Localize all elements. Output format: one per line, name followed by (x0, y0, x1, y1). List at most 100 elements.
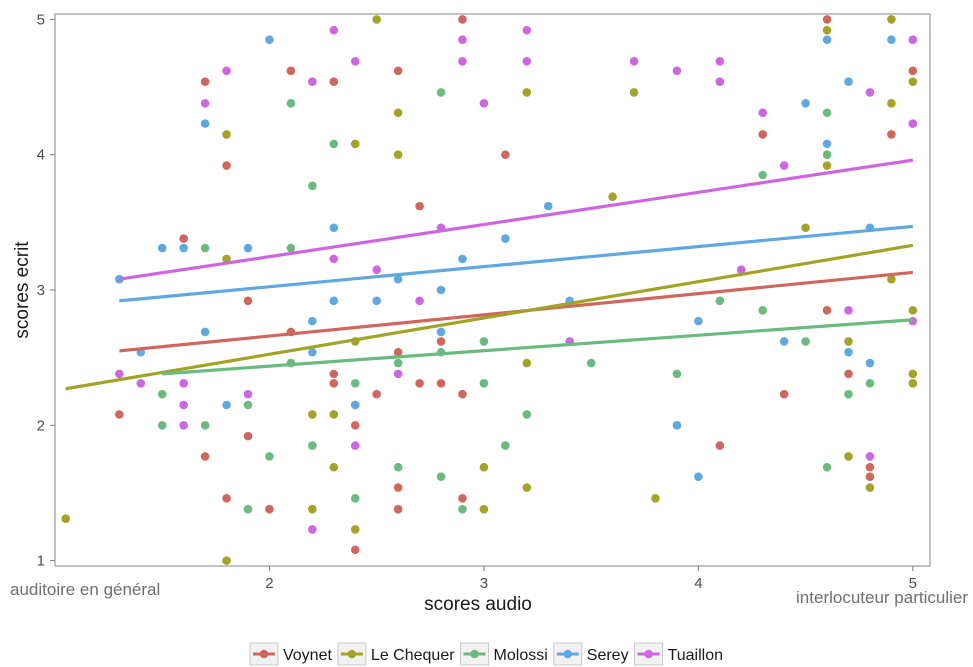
point-tuaillon (908, 35, 918, 45)
legend-item-molossi: Molossi (460, 642, 548, 666)
point-voynet (436, 337, 446, 346)
point-voynet (393, 66, 403, 76)
point-serey (694, 472, 703, 482)
point-voynet (115, 410, 124, 419)
x-tick-label: 5 (909, 575, 917, 592)
point-serey (372, 296, 381, 306)
point-molossi (243, 504, 253, 514)
point-le-chequer (844, 337, 853, 346)
fit-line-serey (119, 224, 913, 303)
point-le-chequer (393, 108, 403, 118)
point-serey (157, 243, 167, 253)
point-le-chequer (865, 483, 875, 492)
legend-item-serey: Serey (553, 642, 629, 666)
point-tuaillon (715, 57, 725, 66)
point-serey (200, 327, 210, 337)
point-tuaillon (458, 57, 467, 66)
point-tuaillon (672, 66, 682, 76)
point-serey (672, 420, 682, 430)
point-tuaillon (308, 77, 317, 86)
point-molossi (200, 243, 210, 253)
point-tuaillon (865, 88, 875, 97)
point-tuaillon (908, 119, 918, 128)
point-le-chequer (222, 130, 231, 139)
point-tuaillon (179, 379, 188, 388)
point-serey (458, 254, 467, 264)
y-tick-label: 3 (37, 282, 45, 299)
point-le-chequer (372, 15, 381, 24)
point-voynet (393, 483, 403, 492)
point-tuaillon (329, 254, 339, 264)
annotation-left: auditoire en général (10, 580, 160, 599)
point-le-chequer (908, 77, 918, 86)
point-molossi (286, 98, 296, 108)
point-serey (887, 35, 896, 45)
point-serey (179, 243, 188, 253)
point-tuaillon (329, 25, 339, 35)
y-tick-label: 5 (37, 11, 45, 28)
point-voynet (865, 462, 875, 472)
point-voynet (329, 379, 339, 388)
point-voynet (350, 420, 360, 430)
point-voynet (822, 305, 832, 315)
point-molossi (822, 150, 832, 160)
point-serey (822, 35, 832, 45)
point-tuaillon (522, 25, 532, 35)
point-molossi (350, 379, 360, 388)
annotation-right: interlocuteur particulier (796, 588, 968, 607)
point-molossi (522, 410, 532, 419)
point-serey (265, 35, 274, 45)
point-le-chequer (329, 462, 339, 472)
point-voynet (329, 77, 339, 86)
point-voynet (329, 369, 339, 379)
point-tuaillon (844, 305, 853, 315)
point-le-chequer (887, 274, 896, 284)
point-molossi (844, 389, 853, 399)
point-serey (350, 400, 360, 410)
point-molossi (758, 305, 768, 315)
legend-key-dot (644, 649, 653, 659)
point-voynet (200, 452, 210, 461)
point-molossi (157, 420, 167, 430)
point-le-chequer (329, 410, 339, 419)
point-le-chequer (61, 514, 71, 523)
point-tuaillon (115, 369, 124, 379)
point-voynet (715, 441, 725, 450)
point-le-chequer (479, 462, 489, 472)
point-le-chequer (222, 254, 231, 264)
point-molossi (822, 108, 832, 118)
point-tuaillon (308, 525, 317, 534)
point-serey (243, 243, 253, 253)
point-serey (844, 77, 853, 86)
y-axis-title: scores ecrit (12, 241, 33, 339)
point-molossi (501, 441, 510, 450)
point-voynet (286, 66, 296, 76)
point-le-chequer (308, 410, 317, 419)
point-molossi (436, 472, 446, 482)
point-tuaillon (179, 400, 188, 410)
legend-item-tuaillon: Tuaillon (634, 642, 723, 666)
point-tuaillon (136, 379, 146, 388)
legend: Voynet Le Chequer Molossi Serey Tuaillon (249, 642, 723, 666)
legend-key-dot (563, 649, 573, 659)
fit-line-molossi (162, 318, 913, 376)
legend-item-le-chequer: Le Chequer (337, 642, 455, 666)
point-tuaillon (758, 108, 768, 118)
point-molossi (157, 389, 167, 399)
point-molossi (672, 369, 682, 379)
legend-key-dot (259, 649, 269, 659)
point-voynet (822, 15, 832, 24)
point-tuaillon (629, 57, 639, 66)
point-tuaillon (200, 98, 210, 108)
point-voynet (350, 545, 360, 555)
point-le-chequer (651, 494, 660, 503)
y-tick-label: 4 (37, 147, 45, 164)
point-tuaillon (350, 441, 360, 450)
point-serey (329, 296, 339, 306)
legend-label: Serey (587, 647, 629, 664)
point-le-chequer (908, 305, 918, 315)
point-voynet (415, 379, 424, 388)
legend-label: Tuaillon (668, 647, 723, 664)
trend-lines (65, 158, 914, 391)
